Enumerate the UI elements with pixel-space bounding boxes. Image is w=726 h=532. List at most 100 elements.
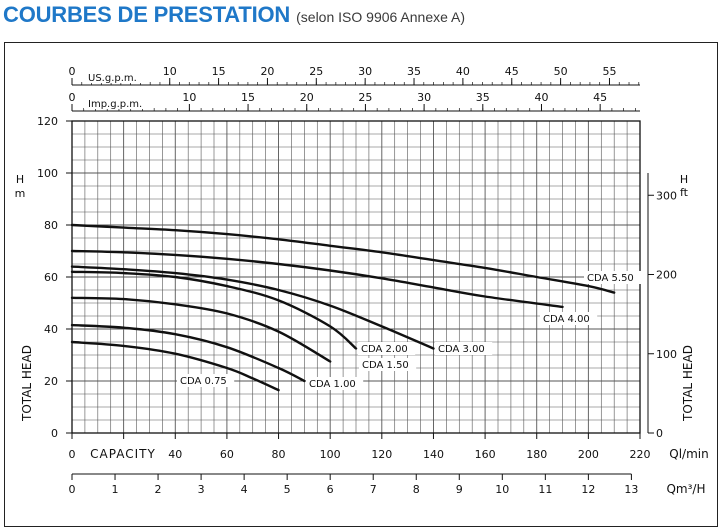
top-axis-tick-label: 45 <box>505 65 519 78</box>
x2-tick-label: 6 <box>327 483 334 496</box>
curve-cda-5-50 <box>70 223 616 294</box>
top-axis-tick-label: 15 <box>212 65 226 78</box>
y-unit-label: H <box>16 173 24 186</box>
top-axis-tick-label: 0 <box>69 91 76 104</box>
chart-labels: CDA 0.75 CDA 1.00 CDA 1.50 CDA 2.00 CDA 3.00… <box>177 271 642 390</box>
capacity-label-bg <box>84 445 160 463</box>
top-axis-tick-label: 10 <box>182 91 196 104</box>
top-axis-tick-label: 45 <box>593 91 607 104</box>
x2-tick-label: 11 <box>538 483 552 496</box>
top-axis-unit-bg <box>84 71 144 83</box>
x-tick-label: 200 <box>578 448 599 461</box>
top-axis-unit-label: Imp.g.p.m. <box>88 99 142 110</box>
top-axis-tick-label: 30 <box>358 65 372 78</box>
series-label: CDA 1.00 <box>309 379 356 390</box>
top-axis-unit-bg <box>84 97 152 109</box>
series-label-bg <box>177 374 235 387</box>
series-label: CDA 4.00 <box>543 314 590 325</box>
x-tick-label: 140 <box>423 448 444 461</box>
top-axis-tick-label: 10 <box>163 65 177 78</box>
chart-title: COURBES DE PRESTATION <box>3 2 291 27</box>
y-tick-label: 20 <box>44 375 58 388</box>
y2-tick-label: 300 <box>656 189 677 202</box>
curve-cda-2-00 <box>70 270 358 350</box>
top-axis-tick-label: 35 <box>476 91 490 104</box>
x-tick-label: 120 <box>371 448 392 461</box>
series-label-bg <box>435 342 493 355</box>
top-axis-tick-label: 25 <box>309 65 323 78</box>
y2-axis-title: TOTAL HEAD <box>681 345 695 422</box>
x-tick-label: 40 <box>168 448 182 461</box>
y-tick-label: 60 <box>44 271 58 284</box>
top-axis-tick-label: 50 <box>554 65 568 78</box>
curve-cda-4-00 <box>70 249 564 309</box>
curve-cda-0-75 <box>70 340 280 392</box>
top-axis-tick-label: 55 <box>602 65 616 78</box>
y-tick-label: 0 <box>51 427 58 440</box>
capacity-label: CAPACITY <box>90 447 156 461</box>
y2-tick-label: 0 <box>656 427 663 440</box>
y2-tick-label: 100 <box>656 348 677 361</box>
top-axis-tick-label: 30 <box>417 91 431 104</box>
series-label-bg <box>584 271 642 284</box>
top-axis-unit-label: US.g.p.m. <box>88 73 137 84</box>
top-axis-tick-label: 40 <box>534 91 548 104</box>
y-unit-label: m <box>15 187 26 200</box>
x-tick-label: 80 <box>272 448 286 461</box>
x2-tick-label: 5 <box>284 483 291 496</box>
x2-tick-label: 0 <box>69 483 76 496</box>
chart-title-block: COURBES DE PRESTATION (selon ISO 9906 Ann… <box>3 2 465 28</box>
x-tick-label: 220 <box>630 448 651 461</box>
series-label: CDA 2.00 <box>361 344 408 355</box>
chart-subtitle: (selon ISO 9906 Annexe A) <box>296 9 466 25</box>
y-tick-label: 80 <box>44 219 58 232</box>
y-tick-label: 100 <box>37 167 58 180</box>
y-tick-label: 120 <box>37 115 58 128</box>
top-axis-tick-label: 15 <box>241 91 255 104</box>
x-tick-label: 100 <box>320 448 341 461</box>
y-tick-label: 40 <box>44 323 58 336</box>
x2-tick-label: 7 <box>370 483 377 496</box>
x2-tick-label: 8 <box>413 483 420 496</box>
x-tick-label: 60 <box>220 448 234 461</box>
top-axis-tick-label: 40 <box>456 65 470 78</box>
x2-tick-label: 2 <box>155 483 162 496</box>
series-label: CDA 0.75 <box>180 376 227 387</box>
curve-cda-1-50 <box>70 296 332 363</box>
y2-unit-label: ft <box>680 186 689 199</box>
x2-tick-label: 12 <box>581 483 595 496</box>
curve-cda-3-00 <box>70 265 435 350</box>
x-tick-label: 0 <box>69 448 76 461</box>
x2-tick-label: 10 <box>495 483 509 496</box>
chart-frame <box>4 42 718 527</box>
x2-tick-label: 4 <box>241 483 248 496</box>
top-axis-tick-label: 35 <box>407 65 421 78</box>
top-axis-tick-label: 20 <box>260 65 274 78</box>
series-label: CDA 3.00 <box>438 344 485 355</box>
series-label-bg <box>359 358 417 371</box>
series-label: CDA 1.50 <box>362 360 409 371</box>
series-label-bg <box>358 342 416 355</box>
x2-tick-label: 3 <box>198 483 205 496</box>
top-axis-tick-label: 0 <box>69 65 76 78</box>
y2-unit-label: H <box>680 173 688 186</box>
x2-tick-label: 13 <box>624 483 638 496</box>
top-axis-tick-label: 25 <box>358 91 372 104</box>
series-label-bg <box>306 377 364 390</box>
y2-tick-label: 200 <box>656 269 677 282</box>
x-tick-label: 180 <box>526 448 547 461</box>
x2-tick-label: 1 <box>112 483 119 496</box>
chart-curves <box>70 223 616 392</box>
y-axis-title: TOTAL HEAD <box>20 345 34 422</box>
x-unit-label: Ql/min <box>669 447 708 461</box>
series-label-bg <box>540 312 598 325</box>
x2-unit-label: Qm³/H <box>666 482 705 496</box>
series-label: CDA 5.50 <box>587 273 634 284</box>
top-axis-tick-label: 20 <box>300 91 314 104</box>
x2-tick-label: 9 <box>456 483 463 496</box>
curve-cda-1-00 <box>70 323 306 383</box>
chart-grid <box>71 120 641 434</box>
x-tick-label: 160 <box>475 448 496 461</box>
